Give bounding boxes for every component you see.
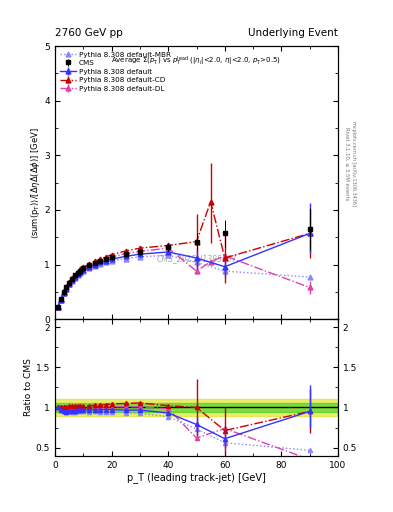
Text: Average $\Sigma(p_{\rm T})$ vs $p_{\rm T}^{\rm lead}$ ($|\eta_l|$<2.0, $\eta|$<2: Average $\Sigma(p_{\rm T})$ vs $p_{\rm T… (112, 54, 281, 68)
Pythia 8.308 default-MBR (98, 261, 103, 267)
Pythia 8.308 default-MBR (70, 278, 74, 284)
Pythia 8.308 default-MBR (55, 304, 60, 310)
Text: 2760 GeV pp: 2760 GeV pp (55, 28, 123, 38)
Bar (55, 403, 338, 412)
Pythia 8.308 default-MBR (123, 255, 128, 262)
Pythia 8.308 default-MBR (194, 259, 199, 265)
Pythia 8.308 default-MBR (81, 267, 86, 273)
Legend: Pythia 8.308 default-MBR, CMS, Pythia 8.308 default, Pythia 8.308 default-CD, Py: Pythia 8.308 default-MBR, CMS, Pythia 8.… (59, 50, 172, 93)
Text: Underlying Event: Underlying Event (248, 28, 338, 38)
Text: mcplots.cern.ch [arXiv:1306.3436]: mcplots.cern.ch [arXiv:1306.3436] (351, 121, 356, 206)
Line: Pythia 8.308 default-MBR: Pythia 8.308 default-MBR (55, 253, 312, 310)
Y-axis label: $\langle$sum(p$_{\rm T}$)$\rangle$/$[\Delta\eta\Delta(\Delta\phi)]$ [GeV]: $\langle$sum(p$_{\rm T}$)$\rangle$/$[\De… (29, 126, 42, 239)
X-axis label: p_T (leading track-jet) [GeV]: p_T (leading track-jet) [GeV] (127, 472, 266, 483)
Text: Rivet 3.1.10, ≥ 3.5M events: Rivet 3.1.10, ≥ 3.5M events (344, 127, 349, 201)
Text: CMS_2015_I1385107: CMS_2015_I1385107 (156, 254, 237, 264)
Y-axis label: Ratio to CMS: Ratio to CMS (24, 358, 33, 416)
Pythia 8.308 default-MBR (78, 270, 83, 276)
Pythia 8.308 default-MBR (307, 274, 312, 280)
Pythia 8.308 default-MBR (67, 281, 72, 287)
Pythia 8.308 default-MBR (109, 258, 114, 264)
Pythia 8.308 default-MBR (64, 286, 69, 292)
Pythia 8.308 default-MBR (58, 297, 63, 303)
Pythia 8.308 default-MBR (166, 252, 171, 259)
Pythia 8.308 default-MBR (104, 259, 108, 265)
Pythia 8.308 default-MBR (138, 254, 142, 260)
Bar (55, 399, 338, 416)
Pythia 8.308 default-MBR (92, 263, 97, 269)
Pythia 8.308 default-MBR (75, 272, 80, 278)
Pythia 8.308 default-MBR (72, 274, 77, 281)
Pythia 8.308 default-MBR (61, 290, 66, 296)
Pythia 8.308 default-MBR (222, 268, 227, 274)
Pythia 8.308 default-MBR (86, 265, 91, 271)
